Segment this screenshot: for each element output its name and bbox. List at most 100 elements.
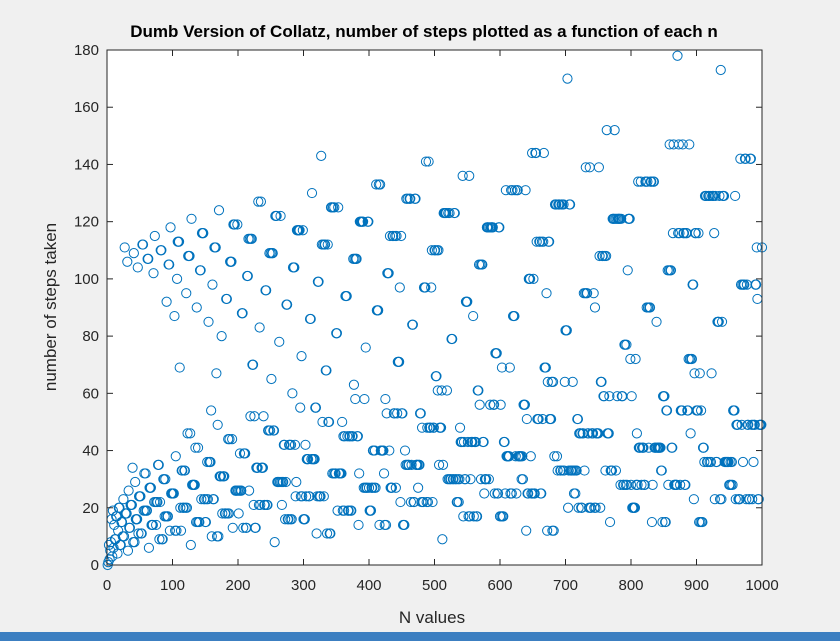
data-point <box>359 393 370 405</box>
data-point <box>129 537 140 548</box>
data-point <box>506 488 517 499</box>
data-point <box>274 336 285 347</box>
data-point <box>348 379 360 390</box>
data-point <box>360 342 371 353</box>
data-point <box>730 494 741 505</box>
data-point <box>313 276 324 287</box>
data-point <box>477 259 488 270</box>
data-point <box>595 502 606 513</box>
data-point <box>588 288 599 299</box>
data-point <box>169 310 180 322</box>
data-point <box>181 502 193 513</box>
data-point <box>538 147 549 159</box>
data-point <box>638 442 649 453</box>
data-point <box>572 413 584 425</box>
data-point <box>737 456 749 468</box>
data-point <box>471 511 483 522</box>
data-point <box>536 488 547 499</box>
data-point <box>299 514 310 525</box>
data-point <box>118 494 129 505</box>
data-point <box>710 190 721 202</box>
data-point <box>386 482 398 493</box>
data-point <box>499 436 510 448</box>
data-point <box>119 242 130 253</box>
data-point <box>579 465 590 476</box>
data-point <box>692 405 703 416</box>
data-point <box>521 413 532 425</box>
data-point <box>736 419 747 430</box>
window-bottom-bar <box>0 632 840 641</box>
data-point <box>391 230 402 242</box>
data-point <box>716 494 727 505</box>
data-point <box>632 479 643 490</box>
data-point <box>405 193 416 204</box>
data-point <box>460 474 471 485</box>
data-point <box>475 474 487 485</box>
data-point <box>558 199 569 210</box>
data-point <box>751 242 762 253</box>
data-point <box>205 456 216 468</box>
data-point <box>527 147 538 159</box>
data-point <box>196 494 207 505</box>
data-point <box>639 479 650 490</box>
data-point <box>580 162 591 173</box>
data-point <box>140 468 151 479</box>
data-point <box>449 207 460 219</box>
data-point <box>688 279 699 290</box>
data-point <box>124 522 136 533</box>
data-point <box>358 216 369 227</box>
data-point <box>492 488 504 499</box>
data-point <box>295 402 306 413</box>
data-point <box>224 434 235 445</box>
y-tick-label: 120 <box>74 214 99 231</box>
data-point <box>378 445 389 456</box>
data-point <box>331 328 342 339</box>
data-point <box>157 534 168 545</box>
data-point <box>549 451 560 462</box>
data-point <box>255 196 267 207</box>
data-point <box>648 176 660 187</box>
data-point <box>250 522 261 533</box>
data-point <box>212 419 223 430</box>
data-point <box>271 210 282 222</box>
data-point <box>673 139 684 150</box>
data-point <box>590 502 601 513</box>
data-point <box>279 439 290 450</box>
y-tick-label: 160 <box>74 99 99 116</box>
data-point <box>435 422 447 433</box>
data-point <box>667 228 679 239</box>
data-point <box>491 348 502 359</box>
data-point <box>175 525 187 536</box>
y-tick-label: 0 <box>91 557 99 574</box>
data-point <box>426 245 437 256</box>
data-point <box>346 505 357 516</box>
x-tick-label: 0 <box>103 577 111 594</box>
data-point <box>390 482 401 493</box>
data-point <box>415 408 426 419</box>
data-point <box>306 187 318 199</box>
data-point <box>389 408 400 419</box>
data-point <box>509 310 520 322</box>
data-point <box>149 230 160 242</box>
data-point <box>564 199 576 210</box>
data-point <box>394 282 405 293</box>
data-point <box>145 482 156 493</box>
data-point <box>616 213 627 224</box>
data-point <box>753 494 764 505</box>
data-point <box>236 485 247 496</box>
data-point <box>538 236 549 247</box>
data-point <box>185 428 196 439</box>
data-point <box>374 519 385 531</box>
data-point <box>397 408 408 419</box>
data-point <box>316 150 327 161</box>
data-point <box>122 545 134 556</box>
data-point <box>132 262 143 273</box>
data-point <box>458 436 470 448</box>
data-point <box>294 225 305 236</box>
data-point <box>192 442 204 453</box>
data-point <box>427 496 438 508</box>
data-point <box>699 456 710 468</box>
data-point <box>266 373 277 385</box>
data-point <box>152 496 163 508</box>
